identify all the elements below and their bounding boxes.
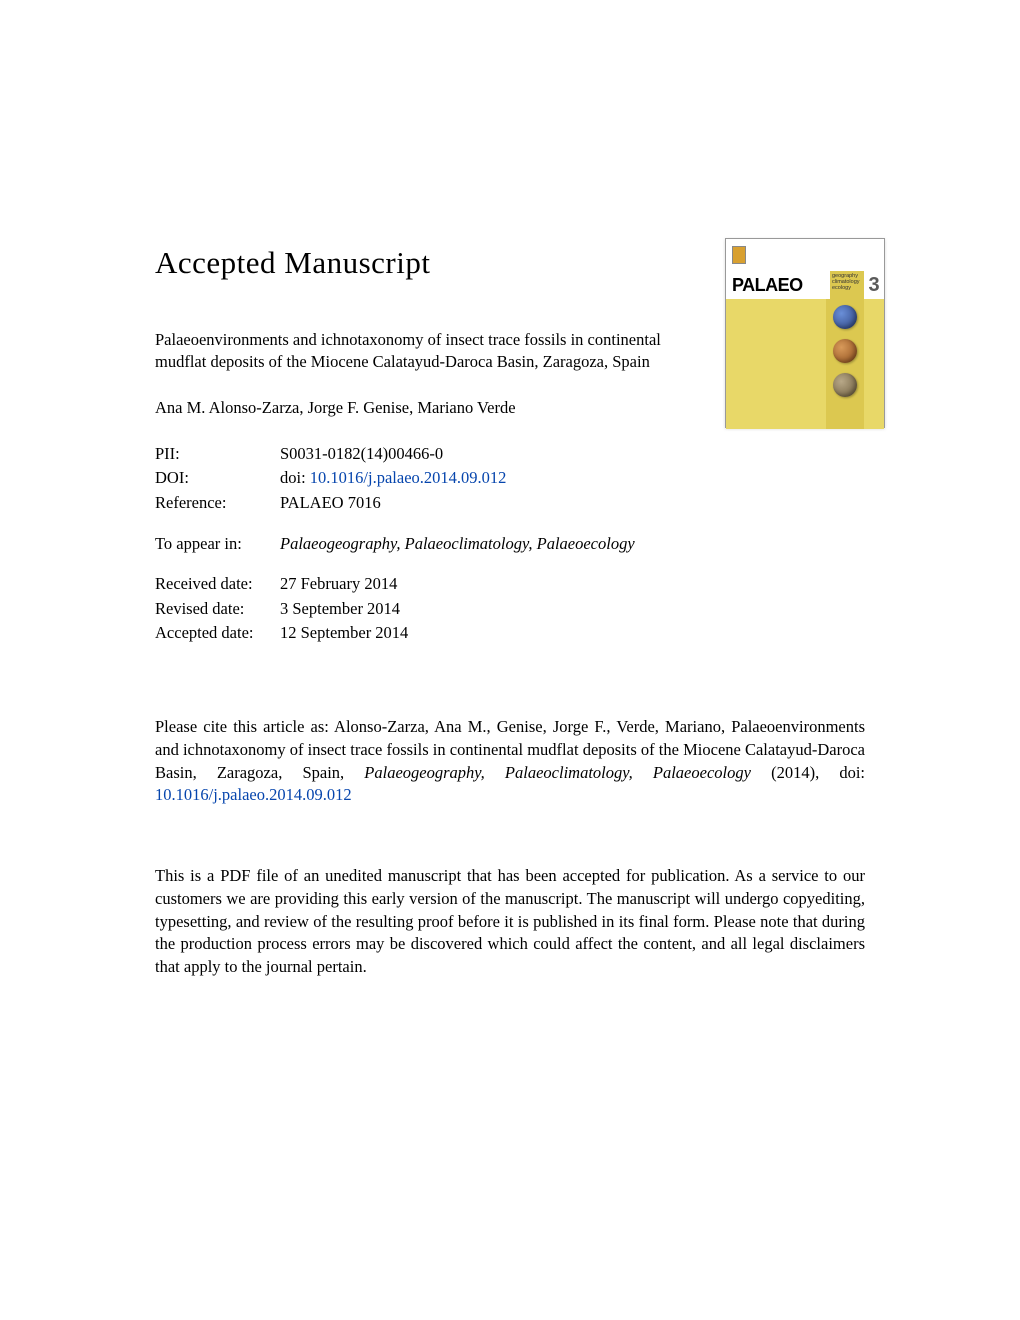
cover-globes-column bbox=[826, 299, 864, 429]
to-appear-label: To appear in: bbox=[155, 534, 280, 554]
globe-icon bbox=[833, 373, 857, 397]
revised-row: Revised date: 3 September 2014 bbox=[155, 597, 865, 622]
reference-label: Reference: bbox=[155, 491, 280, 516]
cover-issue-three: 3 bbox=[864, 271, 884, 299]
accepted-label: Accepted date: bbox=[155, 621, 280, 646]
doi-link[interactable]: 10.1016/j.palaeo.2014.09.012 bbox=[310, 468, 507, 487]
citation-doi-link[interactable]: 10.1016/j.palaeo.2014.09.012 bbox=[155, 785, 352, 804]
citation-paragraph: Please cite this article as: Alonso-Zarz… bbox=[155, 716, 865, 807]
citation-journal: Palaeogeography, Palaeoclimatology, Pala… bbox=[364, 763, 751, 782]
reference-row: Reference: PALAEO 7016 bbox=[155, 491, 865, 516]
cover-sub-ecology: ecology bbox=[832, 285, 862, 291]
globe-icon bbox=[833, 305, 857, 329]
cover-subtitle: geography climatology ecology bbox=[830, 271, 864, 299]
reference-value: PALAEO 7016 bbox=[280, 491, 381, 516]
disclaimer-paragraph: This is a PDF file of an unedited manusc… bbox=[155, 865, 865, 979]
cover-brand: PALAEO bbox=[726, 271, 830, 299]
globe-icon bbox=[833, 339, 857, 363]
dates-table: Received date: 27 February 2014 Revised … bbox=[155, 572, 865, 646]
pii-row: PII: S0031-0182(14)00466-0 bbox=[155, 442, 865, 467]
doi-prefix: doi: bbox=[280, 468, 310, 487]
received-label: Received date: bbox=[155, 572, 280, 597]
cover-publisher-bar bbox=[726, 239, 884, 271]
cover-left-panel bbox=[726, 299, 826, 429]
cover-title-row: PALAEO geography climatology ecology 3 bbox=[726, 271, 884, 299]
pii-value: S0031-0182(14)00466-0 bbox=[280, 442, 443, 467]
to-appear-row: To appear in: Palaeogeography, Palaeocli… bbox=[155, 534, 865, 554]
revised-label: Revised date: bbox=[155, 597, 280, 622]
accepted-row: Accepted date: 12 September 2014 bbox=[155, 621, 865, 646]
doi-row: DOI: doi: 10.1016/j.palaeo.2014.09.012 bbox=[155, 466, 865, 491]
doi-value: doi: 10.1016/j.palaeo.2014.09.012 bbox=[280, 466, 506, 491]
elsevier-tree-icon bbox=[732, 246, 746, 264]
pii-label: PII: bbox=[155, 442, 280, 467]
revised-value: 3 September 2014 bbox=[280, 597, 400, 622]
accepted-value: 12 September 2014 bbox=[280, 621, 408, 646]
cover-body bbox=[726, 299, 884, 429]
citation-year: (2014), doi: bbox=[751, 763, 865, 782]
metadata-table: PII: S0031-0182(14)00466-0 DOI: doi: 10.… bbox=[155, 442, 865, 516]
journal-name: Palaeogeography, Palaeoclimatology, Pala… bbox=[280, 534, 635, 554]
article-title: Palaeoenvironments and ichnotaxonomy of … bbox=[155, 329, 675, 374]
received-value: 27 February 2014 bbox=[280, 572, 397, 597]
doi-label: DOI: bbox=[155, 466, 280, 491]
received-row: Received date: 27 February 2014 bbox=[155, 572, 865, 597]
journal-cover-thumbnail: PALAEO geography climatology ecology 3 bbox=[725, 238, 885, 428]
cover-right-strip bbox=[864, 299, 884, 429]
